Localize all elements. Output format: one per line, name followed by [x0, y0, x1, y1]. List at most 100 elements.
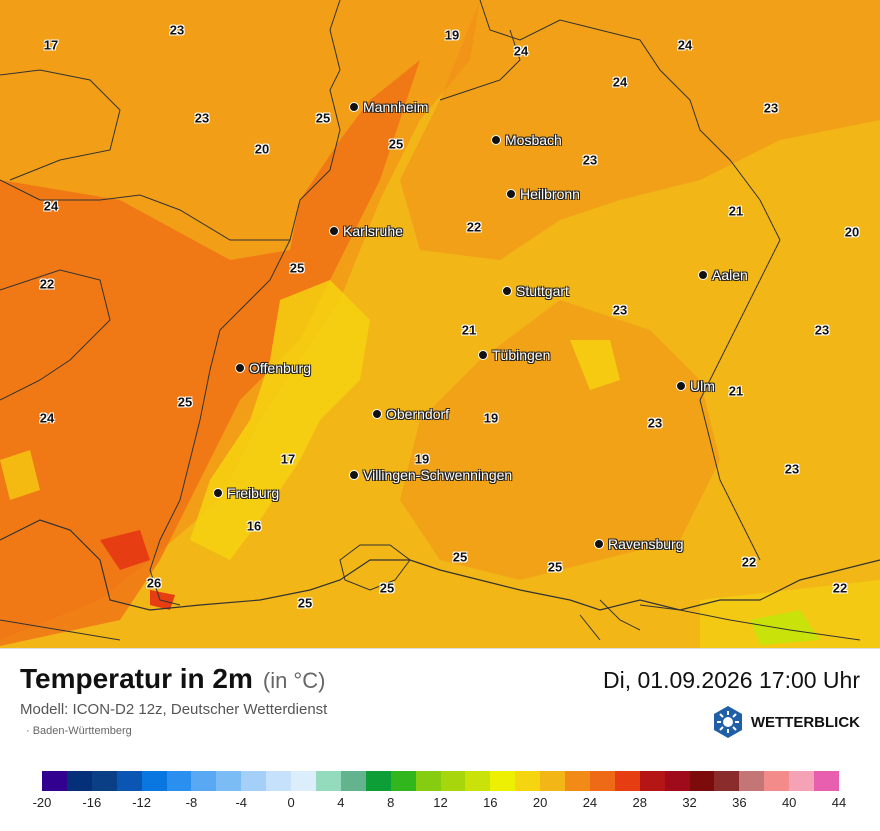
city-label: Mosbach	[505, 132, 562, 148]
legend-swatch	[490, 771, 516, 791]
city-label: Freiburg	[227, 485, 280, 501]
legend-swatch	[614, 771, 640, 791]
temp-value: 23	[814, 322, 830, 338]
map-title: Temperatur in 2m (in °C)	[20, 663, 325, 695]
wetterblick-logo-icon	[713, 706, 742, 738]
temp-value: 25	[547, 559, 563, 575]
legend-tick-label: 4	[337, 795, 345, 810]
legend-tick-label: -16	[82, 795, 102, 810]
city-marker: Offenburg	[235, 360, 311, 376]
legend-swatch	[440, 771, 466, 791]
temp-value: 21	[728, 203, 744, 219]
legend-swatch	[639, 771, 665, 791]
city-label: Oberndorf	[386, 406, 450, 422]
legend-tick-label: 32	[682, 795, 697, 810]
temp-value: 25	[177, 394, 193, 410]
temp-value: 22	[741, 554, 757, 570]
brand-name: WETTERBLICK	[750, 713, 860, 731]
legend-tick-label: 8	[387, 795, 395, 810]
legend-swatch	[66, 771, 92, 791]
legend-swatch	[291, 771, 316, 791]
temp-value: 20	[844, 224, 860, 240]
temp-value: 23	[763, 100, 779, 116]
model-info: Modell: ICON-D2 12z, Deutscher Wetterdie…	[20, 701, 328, 718]
legend-ticks: -20 -16 -12 -8 -4 0 4 8 12 16 20 24 28 32 36 40 44	[33, 795, 847, 815]
city-marker: Heilbronn	[506, 186, 580, 202]
legend-tick-label: 24	[582, 795, 598, 810]
legend-swatch	[340, 771, 366, 791]
city-marker: Mannheim	[349, 99, 428, 115]
region-label: · Baden-Württemberg	[26, 725, 132, 737]
temp-value: 23	[169, 22, 185, 38]
temp-value: 25	[388, 136, 404, 152]
temp-value: 22	[832, 580, 848, 596]
temp-value: 23	[647, 415, 663, 431]
legend-swatch	[166, 771, 192, 791]
city-label: Ravensburg	[608, 536, 684, 552]
city-label: Stuttgart	[516, 283, 569, 299]
temp-value: 19	[483, 410, 499, 426]
legend-tick-label: -8	[185, 795, 198, 810]
city-label: Mannheim	[363, 99, 429, 115]
temp-value: 24	[39, 410, 55, 426]
legend-swatch	[515, 771, 541, 791]
legend-swatch	[814, 771, 839, 791]
legend-swatch	[589, 771, 615, 791]
temp-value: 21	[728, 383, 744, 399]
legend-tick-label: 28	[632, 795, 647, 810]
legend-swatch	[565, 771, 590, 791]
temp-value: 25	[289, 260, 305, 276]
legend-swatch	[390, 771, 416, 791]
city-marker: Aalen	[698, 267, 748, 283]
city-label: Villingen-Schwenningen	[363, 467, 513, 483]
city-label: Offenburg	[249, 360, 312, 376]
legend-swatch	[266, 771, 292, 791]
temp-value: 17	[280, 451, 296, 467]
city-label: Tübingen	[492, 347, 551, 363]
legend-swatch	[315, 771, 341, 791]
city-marker: Ravensburg	[594, 536, 684, 552]
legend-tick-label: 44	[831, 795, 847, 810]
temp-value: 16	[246, 518, 262, 534]
temp-value: 17	[43, 37, 59, 53]
legend-swatch	[415, 771, 441, 791]
legend-swatch	[465, 771, 491, 791]
temp-value: 24	[612, 74, 628, 90]
legend-swatch	[141, 771, 167, 791]
temp-value: 23	[582, 152, 598, 168]
temp-value: 25	[297, 595, 313, 611]
legend-swatch	[116, 771, 142, 791]
legend-tick-label: 36	[732, 795, 747, 810]
city-label: Karlsruhe	[343, 223, 403, 239]
city-marker: Karlsruhe	[329, 223, 403, 239]
legend-swatch	[42, 771, 67, 791]
legend-swatch	[739, 771, 765, 791]
temp-value: 25	[379, 580, 395, 596]
legend-swatch	[191, 771, 217, 791]
legend-swatch	[689, 771, 715, 791]
map-footer: Temperatur in 2m (in °C) Di, 01.09.2026 1…	[0, 648, 880, 831]
temp-value: 21	[461, 322, 477, 338]
map-title-text: Temperatur in 2m	[20, 663, 253, 694]
legend-tick-label: -12	[132, 795, 152, 810]
forecast-datetime: Di, 01.09.2026 17:00 Uhr	[602, 667, 860, 693]
city-marker: Tübingen	[478, 347, 550, 363]
temp-value: 19	[414, 451, 430, 467]
city-label: Heilbronn	[520, 186, 580, 202]
legend-swatch	[241, 771, 267, 791]
legend-swatch	[714, 771, 740, 791]
temp-value: 24	[513, 43, 529, 59]
legend-tick-label: 12	[433, 795, 448, 810]
temp-value: 23	[194, 110, 210, 126]
temp-value: 19	[444, 27, 460, 43]
city-label: Aalen	[712, 267, 748, 283]
map-shading	[0, 0, 880, 648]
city-marker: Oberndorf	[372, 406, 449, 422]
temp-value: 24	[43, 198, 59, 214]
temp-value: 26	[146, 575, 162, 591]
map-unit: (in °C)	[262, 668, 326, 693]
legend-swatch	[365, 771, 391, 791]
legend-swatch	[540, 771, 566, 791]
temp-value: 25	[452, 549, 468, 565]
legend-tick-label: 16	[483, 795, 498, 810]
